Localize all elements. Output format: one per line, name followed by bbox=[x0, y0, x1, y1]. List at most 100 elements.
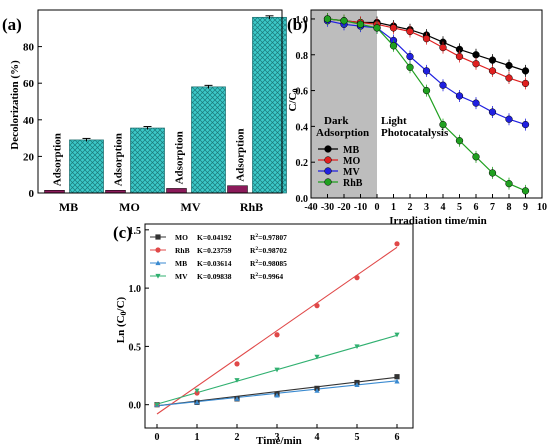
point-RhB bbox=[439, 120, 447, 129]
point-MV bbox=[488, 108, 497, 116]
point-RhB bbox=[406, 63, 414, 71]
point-MO bbox=[455, 52, 464, 61]
point-RhB bbox=[472, 153, 480, 161]
legend-k-MO: K=0.04192 bbox=[197, 233, 232, 242]
legend-k-MB: K=0.03614 bbox=[197, 259, 232, 268]
adsorption-annotation-MV: Adsorption bbox=[174, 131, 186, 184]
category-label-RhB: RhB bbox=[240, 200, 263, 214]
point-MB bbox=[314, 388, 320, 393]
point-RhB bbox=[505, 180, 513, 188]
bar-adsorption-MV bbox=[191, 86, 226, 194]
light-label: Light bbox=[381, 115, 407, 127]
point-MO bbox=[472, 60, 480, 68]
dark-label: Dark bbox=[324, 115, 349, 127]
photocatalysis-label: Photocatalysis bbox=[381, 127, 449, 139]
legend-name-MB: MB bbox=[175, 259, 187, 268]
point-MO bbox=[505, 74, 513, 82]
x-tick-label: 8 bbox=[507, 202, 512, 213]
point-MV bbox=[194, 388, 200, 394]
panel-c-ylabel: Ln (C0/C) bbox=[115, 296, 128, 343]
point-RhB bbox=[323, 15, 332, 23]
bar-small-RhB bbox=[227, 185, 248, 194]
point-MV bbox=[234, 378, 240, 383]
y-tick-label: 1.0 bbox=[129, 284, 142, 295]
x-tick-label: 10 bbox=[537, 202, 547, 213]
y-tick-label: 0.8 bbox=[296, 51, 309, 62]
legend-r2-MB: R2=0.98085 bbox=[250, 259, 287, 268]
panel-a-ylabel: Decolorization (%) bbox=[9, 60, 21, 150]
point-MO bbox=[521, 79, 530, 88]
point-MB bbox=[505, 61, 513, 70]
point-RhB bbox=[422, 86, 431, 95]
x-tick-label: 7 bbox=[490, 202, 495, 213]
legend-marker-MV bbox=[155, 273, 161, 279]
point-MB bbox=[488, 56, 497, 64]
panel-a-label: (a) bbox=[2, 15, 22, 34]
point-RhB bbox=[356, 20, 365, 28]
y-tick-label: 0.6 bbox=[296, 87, 309, 98]
legend-marker-MB bbox=[324, 145, 332, 153]
panel-c-xlabel: Time/min bbox=[256, 435, 302, 447]
x-tick-label: 1 bbox=[391, 202, 396, 213]
x-tick-label: 9 bbox=[523, 202, 528, 213]
point-RhB bbox=[488, 169, 497, 177]
legend-marker-MV bbox=[324, 167, 332, 175]
point-MO bbox=[439, 43, 447, 52]
legend-label-MV: MV bbox=[343, 167, 360, 178]
legend-name-MV: MV bbox=[175, 272, 188, 281]
x-tick-label: 4 bbox=[315, 432, 320, 443]
x-tick-label: -10 bbox=[354, 202, 367, 213]
point-MV bbox=[406, 52, 414, 61]
point-RhB bbox=[521, 187, 530, 195]
legend-r2-MV: R2=0.9964 bbox=[250, 272, 283, 281]
x-tick-label: 0 bbox=[375, 202, 380, 213]
legend-name-MO: MO bbox=[175, 233, 188, 242]
adsorption-label: Adsorption bbox=[316, 127, 369, 139]
y-tick-label: 0.4 bbox=[296, 122, 309, 133]
panel-b-ylabel: C/C0 bbox=[287, 89, 300, 112]
point-RhB bbox=[455, 137, 464, 145]
point-MV bbox=[439, 81, 447, 89]
legend-marker-RhB bbox=[324, 178, 332, 186]
bar-adsorption-RhB bbox=[252, 16, 287, 194]
panel-c-frame bbox=[144, 223, 414, 429]
legend-label-RhB: RhB bbox=[343, 178, 363, 189]
panel-c-legend: MO K=0.04192 R2=0.97807 RhB K=0.23759 R2=0.98… bbox=[150, 233, 287, 281]
legend-label-MO: MO bbox=[343, 156, 360, 167]
bar-adsorption-MB bbox=[69, 139, 104, 194]
panel-b: (b) -40 -30 -20 -10 0 1 2 3 4 5 6 7 8 9 10 0.0 0.2 0.4 0.6… bbox=[287, 9, 547, 227]
panel-a-frame bbox=[37, 9, 283, 194]
point-MO bbox=[406, 27, 414, 36]
x-tick-label: 0 bbox=[155, 432, 160, 443]
panel-b-label: (b) bbox=[287, 15, 308, 34]
dark-region bbox=[311, 10, 377, 198]
legend-name-RhB: RhB bbox=[175, 246, 190, 255]
y-tick-label: 0.2 bbox=[296, 158, 309, 169]
point-MB bbox=[194, 399, 200, 405]
x-tick-label: 2 bbox=[235, 432, 240, 443]
point-MO bbox=[389, 24, 398, 32]
point-MB bbox=[472, 51, 480, 59]
legend-r2-MO: R2=0.97807 bbox=[250, 233, 287, 242]
point-RhB bbox=[389, 42, 398, 50]
point-MV bbox=[354, 344, 360, 349]
point-MV bbox=[314, 354, 320, 360]
panel-a: (a) Decolorization (%) Adsorption Adsorpt… bbox=[2, 9, 287, 214]
point-MV bbox=[394, 332, 400, 338]
bar-adsorption-MO bbox=[130, 127, 165, 194]
adsorption-annotation-RhB: Adsorption bbox=[235, 128, 247, 181]
legend-k-RhB: K=0.23759 bbox=[197, 246, 232, 255]
point-MV bbox=[422, 67, 431, 75]
x-tick-label: 2 bbox=[408, 202, 413, 213]
x-tick-label: -30 bbox=[321, 202, 334, 213]
adsorption-annotation-MB: Adsorption bbox=[52, 133, 64, 186]
x-tick-label: 5 bbox=[457, 202, 462, 213]
y-tick-label: 0.0 bbox=[296, 194, 309, 205]
point-MO bbox=[488, 67, 497, 75]
category-label-MB: MB bbox=[59, 200, 78, 214]
point-RhB bbox=[394, 241, 400, 247]
x-tick-label: 6 bbox=[395, 432, 400, 443]
y-tick-label: 0.0 bbox=[129, 401, 142, 412]
point-MB bbox=[394, 378, 400, 384]
